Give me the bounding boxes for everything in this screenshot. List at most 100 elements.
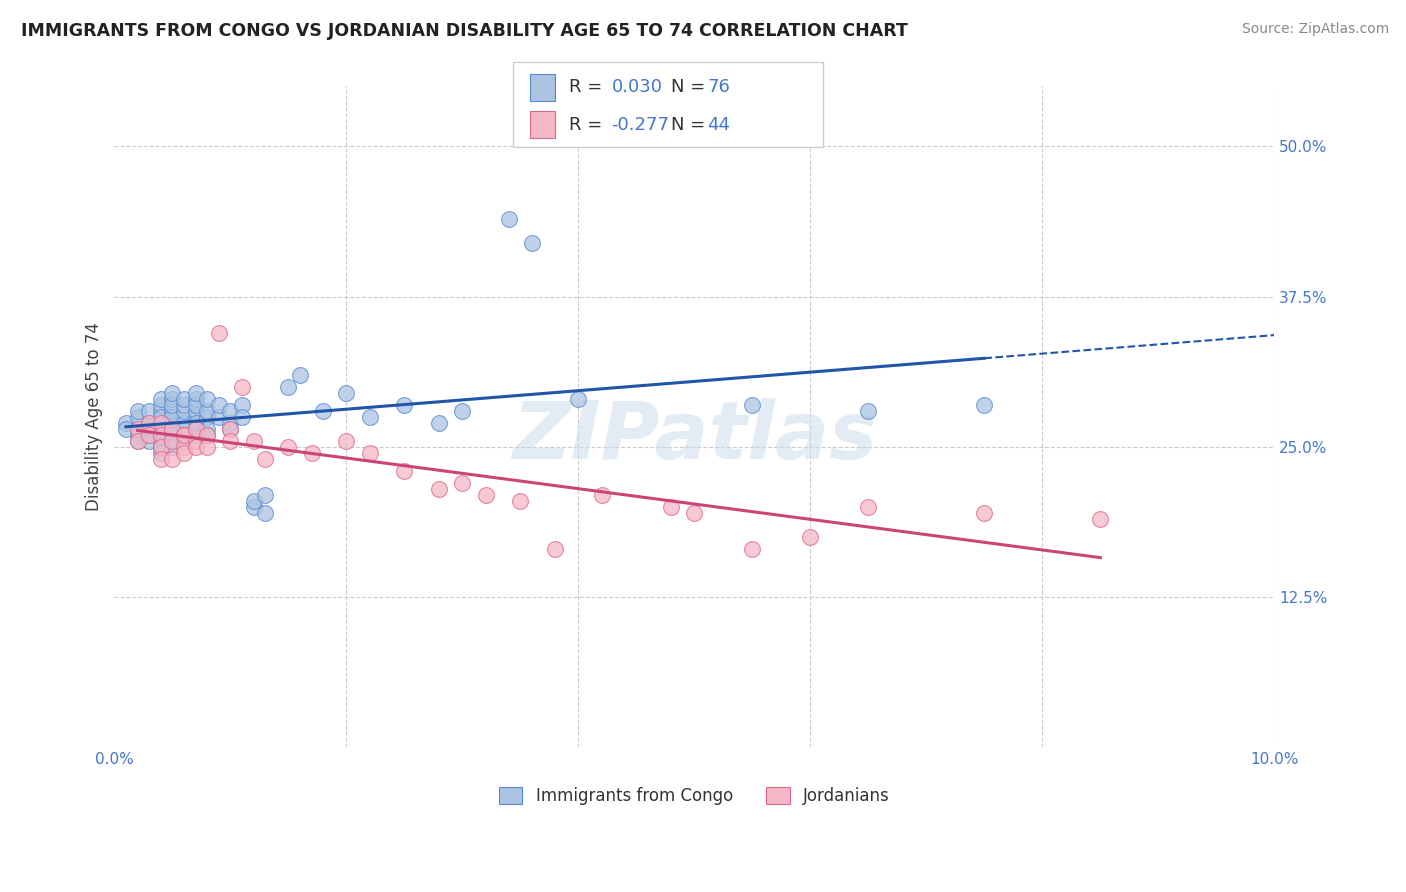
- Point: [138, 416, 160, 430]
- Point: [173, 416, 195, 430]
- Point: [138, 428, 160, 442]
- Point: [242, 494, 264, 508]
- Point: [195, 404, 218, 418]
- Text: 0.030: 0.030: [612, 78, 662, 96]
- Point: [184, 392, 207, 406]
- Point: [509, 494, 531, 508]
- Point: [219, 434, 242, 448]
- Point: [219, 404, 242, 418]
- Point: [127, 434, 149, 448]
- Point: [799, 530, 821, 544]
- Point: [335, 434, 357, 448]
- Point: [277, 380, 299, 394]
- Point: [149, 409, 172, 424]
- Point: [162, 422, 184, 436]
- Point: [138, 416, 160, 430]
- Point: [173, 440, 195, 454]
- Text: ZIPatlas: ZIPatlas: [512, 398, 877, 475]
- Point: [231, 398, 253, 412]
- Point: [162, 409, 184, 424]
- Point: [359, 446, 381, 460]
- Point: [254, 451, 277, 466]
- Point: [208, 398, 231, 412]
- Point: [162, 428, 184, 442]
- Point: [184, 422, 207, 436]
- Point: [219, 422, 242, 436]
- Point: [138, 404, 160, 418]
- Point: [162, 398, 184, 412]
- Text: 44: 44: [707, 116, 730, 134]
- Point: [520, 235, 543, 250]
- Point: [127, 422, 149, 436]
- Point: [973, 506, 995, 520]
- Point: [173, 428, 195, 442]
- Point: [184, 434, 207, 448]
- Point: [115, 422, 138, 436]
- Point: [173, 434, 195, 448]
- Point: [173, 428, 195, 442]
- Point: [162, 434, 184, 448]
- Point: [301, 446, 323, 460]
- Point: [427, 416, 450, 430]
- Point: [591, 488, 613, 502]
- Point: [195, 440, 218, 454]
- Point: [1090, 512, 1112, 526]
- Point: [173, 398, 195, 412]
- Point: [173, 446, 195, 460]
- Point: [288, 368, 311, 382]
- Point: [451, 475, 474, 490]
- Point: [115, 416, 138, 430]
- Point: [973, 398, 995, 412]
- Point: [162, 385, 184, 400]
- Text: R =: R =: [569, 78, 609, 96]
- Point: [184, 428, 207, 442]
- Point: [162, 451, 184, 466]
- Point: [138, 422, 160, 436]
- Point: [149, 428, 172, 442]
- Point: [312, 404, 335, 418]
- Text: 76: 76: [707, 78, 730, 96]
- Point: [231, 380, 253, 394]
- Point: [138, 434, 160, 448]
- Point: [138, 428, 160, 442]
- Point: [195, 428, 218, 442]
- Point: [127, 428, 149, 442]
- Point: [451, 404, 474, 418]
- Point: [149, 440, 172, 454]
- Point: [173, 404, 195, 418]
- Text: R =: R =: [569, 116, 609, 134]
- Point: [427, 482, 450, 496]
- Point: [741, 542, 763, 557]
- Point: [195, 409, 218, 424]
- Point: [474, 488, 496, 502]
- Text: N =: N =: [671, 78, 710, 96]
- Point: [162, 422, 184, 436]
- Point: [683, 506, 706, 520]
- Point: [149, 446, 172, 460]
- Point: [254, 488, 277, 502]
- Point: [173, 428, 195, 442]
- Legend: Immigrants from Congo, Jordanians: Immigrants from Congo, Jordanians: [492, 780, 897, 812]
- Point: [208, 409, 231, 424]
- Point: [149, 440, 172, 454]
- Point: [219, 422, 242, 436]
- Point: [149, 404, 172, 418]
- Point: [184, 422, 207, 436]
- Point: [149, 416, 172, 430]
- Point: [544, 542, 567, 557]
- Point: [149, 416, 172, 430]
- Point: [162, 440, 184, 454]
- Point: [858, 500, 880, 514]
- Point: [173, 422, 195, 436]
- Point: [254, 506, 277, 520]
- Point: [162, 434, 184, 448]
- Point: [208, 326, 231, 340]
- Point: [173, 392, 195, 406]
- Point: [242, 500, 264, 514]
- Point: [184, 409, 207, 424]
- Point: [149, 451, 172, 466]
- Point: [184, 385, 207, 400]
- Point: [149, 428, 172, 442]
- Point: [127, 434, 149, 448]
- Point: [741, 398, 763, 412]
